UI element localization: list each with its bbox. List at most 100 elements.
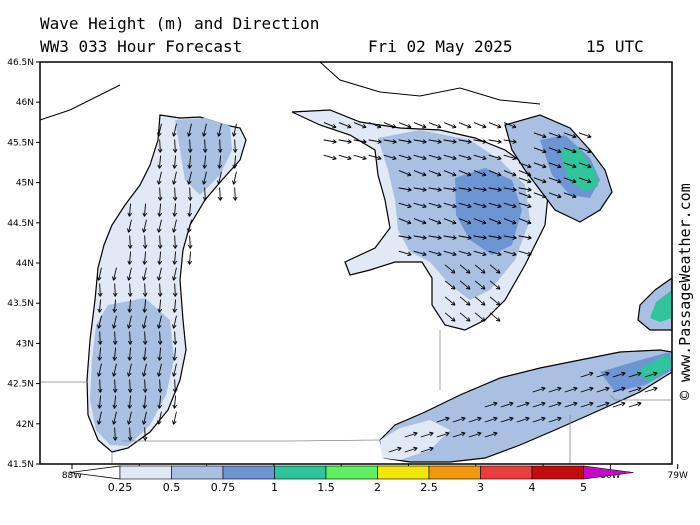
- wave-arrow: [383, 122, 397, 128]
- wave-arrow: [158, 155, 162, 169]
- wave-arrowhead: [174, 292, 178, 297]
- wave-arrow: [532, 387, 546, 393]
- wave-arrowhead: [558, 163, 562, 168]
- wave-arrowhead: [144, 260, 148, 265]
- wave-arrowhead: [497, 235, 502, 239]
- wave-arrow: [144, 283, 146, 297]
- wave-arrowhead: [397, 446, 402, 449]
- wave-arrowhead: [159, 148, 163, 153]
- wave-arrowhead: [482, 187, 487, 191]
- wave-arrowhead: [158, 133, 162, 137]
- wave-arrowhead: [557, 181, 562, 184]
- wave-arrowhead: [513, 124, 517, 128]
- wave-arrowhead: [468, 172, 472, 176]
- wave-arrow: [548, 192, 562, 198]
- wave-arrow: [219, 139, 221, 153]
- wave-arrowhead: [408, 220, 412, 224]
- wave-arrow: [173, 395, 177, 409]
- wave-arrowhead: [113, 325, 117, 329]
- wave-arrowhead: [174, 388, 178, 393]
- wave-arrowhead: [543, 193, 547, 198]
- wave-arrowhead: [542, 136, 547, 139]
- wave-arrowhead: [527, 206, 532, 209]
- wave-arrowhead: [528, 172, 532, 176]
- wave-arrowhead: [159, 356, 163, 361]
- wave-arrowhead: [407, 158, 412, 161]
- wave-arrowhead: [202, 196, 206, 201]
- wave-arrow: [516, 402, 530, 408]
- wave-arrowhead: [453, 155, 457, 160]
- wave-arrowhead: [653, 371, 658, 374]
- wave-arrowhead: [541, 386, 546, 389]
- wave-arrowhead: [112, 436, 116, 441]
- state-borders: [40, 330, 672, 464]
- wave-arrowhead: [217, 132, 219, 137]
- wave-arrowhead: [654, 387, 658, 392]
- wave-arrowhead: [465, 271, 471, 274]
- wave-arrow: [353, 122, 367, 128]
- wave-arrowhead: [493, 431, 498, 434]
- wave-arrowhead: [480, 319, 486, 322]
- wave-arrow: [158, 251, 162, 265]
- wave-arrowhead: [219, 148, 223, 153]
- wave-arrowhead: [234, 148, 238, 153]
- wave-arrowhead: [144, 356, 148, 361]
- wave-arrowhead: [97, 388, 101, 393]
- wave-arrowhead: [590, 402, 594, 407]
- wave-arrow: [428, 170, 442, 176]
- wave-arrow: [159, 235, 161, 249]
- wave-arrowhead: [478, 432, 482, 437]
- wave-arrowhead: [453, 251, 457, 256]
- wave-arrowhead: [621, 401, 626, 404]
- wave-arrowhead: [159, 244, 163, 249]
- wave-arrow: [452, 417, 466, 423]
- wave-arrowhead: [172, 356, 175, 361]
- wave-arrowhead: [450, 319, 456, 322]
- wave-arrow: [144, 427, 146, 441]
- wave-arrow: [533, 162, 547, 168]
- wave-arrowhead: [512, 237, 517, 240]
- wave-arrowhead: [462, 417, 466, 422]
- wave-arrowhead: [543, 148, 547, 153]
- wave-arrowhead: [127, 436, 131, 441]
- wave-arrowhead: [219, 164, 223, 169]
- wave-arrow: [473, 218, 487, 224]
- wave-arrowhead: [498, 301, 501, 306]
- colorbar-swatch: [325, 465, 378, 480]
- wave-arrow: [383, 139, 397, 143]
- wave-arrow: [420, 447, 434, 453]
- wave-arrowhead: [572, 151, 577, 154]
- lon-label: 80W: [600, 471, 620, 481]
- wave-arrowhead: [437, 206, 442, 209]
- wave-arrowhead: [97, 356, 100, 361]
- wave-arrowhead: [574, 387, 578, 392]
- colorbar-swatch: [377, 465, 430, 480]
- wave-arrowhead: [513, 220, 517, 224]
- wave-arrow: [443, 235, 457, 239]
- wave-arrowhead: [465, 303, 471, 306]
- wave-arrow: [474, 280, 486, 290]
- wave-arrowhead: [422, 254, 427, 257]
- wave-arrow: [473, 187, 487, 191]
- wave-arrowhead: [452, 139, 457, 143]
- wave-arrow: [158, 299, 162, 313]
- wave-arrowhead: [99, 308, 103, 313]
- wave-arrowhead: [528, 163, 532, 168]
- wave-arrowhead: [606, 372, 610, 377]
- wave-arrowhead: [588, 178, 592, 183]
- wave-arrowhead: [468, 301, 471, 306]
- wave-arrowhead: [189, 260, 193, 265]
- wave-arrowhead: [527, 235, 532, 239]
- wave-arrowhead: [452, 158, 457, 161]
- wave-arrowhead: [498, 285, 501, 290]
- wave-arrowhead: [461, 431, 466, 434]
- wave-arrowhead: [158, 229, 162, 233]
- wave-arrowhead: [527, 196, 532, 199]
- wave-arrow: [173, 299, 177, 313]
- wave-arrowhead: [112, 276, 114, 281]
- wave-arrowhead: [332, 139, 337, 143]
- wave-arrowhead: [528, 220, 532, 224]
- wave-arrowhead: [637, 386, 642, 389]
- wave-arrow: [173, 171, 177, 185]
- wave-arrowhead: [174, 340, 178, 345]
